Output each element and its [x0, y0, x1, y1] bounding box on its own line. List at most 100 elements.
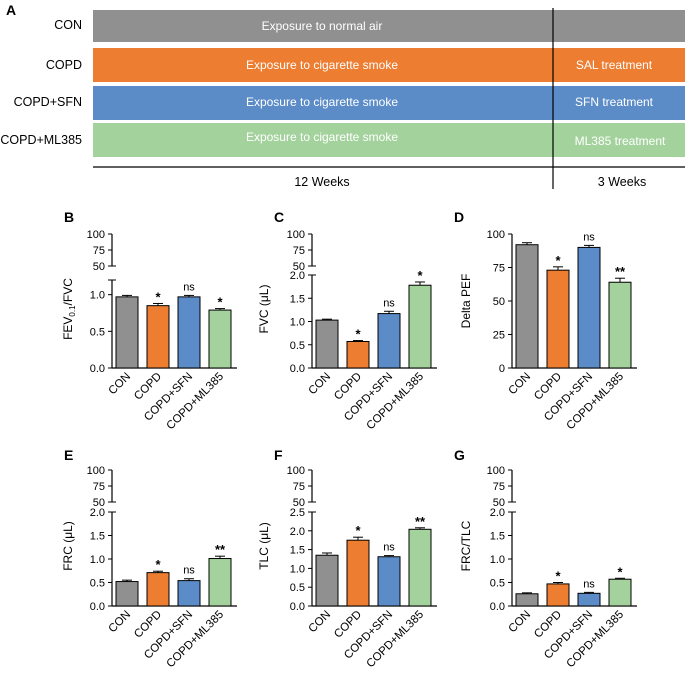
significance-b-1: *: [155, 289, 161, 304]
y-tick-label-b: 100: [87, 229, 105, 241]
y-axis-label-f: TLC (μL): [257, 522, 271, 570]
phase1-label-copd-ml385: Exposure to cigarette smoke: [246, 130, 398, 144]
y-tick-label-g: 100: [487, 465, 505, 477]
phase1-label-con: Exposure to normal air: [262, 19, 383, 33]
category-label-g-0: CON: [507, 609, 534, 636]
bar-e-0: [115, 581, 139, 607]
y-tick-label-b: 1.0: [90, 290, 105, 302]
significance-f-2: ns: [383, 542, 395, 554]
y-tick-label-e: 0.5: [90, 578, 105, 590]
bar-d-1: [546, 269, 570, 369]
y-tick-label-g: 2.0: [490, 507, 505, 519]
y-tick-label-c: 0.5: [290, 340, 305, 352]
y-axis-label-e: FRC (μL): [61, 521, 75, 571]
significance-e-2: ns: [183, 565, 195, 577]
significance-f-1: *: [355, 523, 361, 538]
bar-e-3: [208, 558, 232, 607]
y-tick-label-e: 2.0: [90, 507, 105, 519]
category-label-c-3: COPD+ML385: [365, 371, 427, 433]
duration-12-weeks: 12 Weeks: [294, 175, 349, 189]
chart-f: F 0.0 0.5 1.0 1.5 2.0 2.550 75 100 TLC (μL) CON * CO…: [257, 447, 437, 670]
y-tick-label-f: 2.5: [290, 507, 305, 519]
y-axis-label-b: FEV0.1/FVC: [61, 278, 77, 340]
y-tick-label-b: 75: [93, 245, 105, 257]
bar-e-2: [177, 580, 201, 607]
category-label-f-0: CON: [307, 609, 334, 636]
group-label-con: CON: [54, 18, 82, 32]
y-tick-label-d: 25: [493, 330, 505, 342]
y-tick-label-b: 0.0: [90, 363, 105, 375]
category-label-b-0: CON: [107, 371, 134, 398]
y-tick-label-g: 1.0: [490, 554, 505, 566]
y-tick-label-e: 1.5: [90, 531, 105, 543]
significance-b-2: ns: [183, 281, 195, 293]
y-tick-label-c: 50: [293, 261, 305, 273]
category-label-c-0: CON: [307, 371, 334, 398]
significance-g-3: *: [617, 564, 623, 579]
timeline-row-copd-sfn: COPD+SFN Exposure to cigarette smoke SFN…: [14, 86, 685, 120]
category-label-d-3: COPD+ML385: [565, 371, 627, 433]
bar-f-0: [315, 554, 339, 607]
phase1-label-copd: Exposure to cigarette smoke: [246, 58, 398, 72]
y-tick-label-e: 0.0: [90, 601, 105, 613]
y-tick-label-e: 75: [93, 481, 105, 493]
category-label-g-3: COPD+ML385: [565, 609, 627, 671]
y-axis-label-d: Delta PEF: [459, 274, 473, 329]
y-tick-label-c: 1.5: [290, 293, 305, 305]
bar-e-1: [146, 572, 170, 607]
panel-c-label: C: [274, 209, 284, 225]
bar-f-2: [377, 556, 401, 607]
y-tick-label-c: 0.0: [290, 363, 305, 375]
y-tick-label-d: 100: [487, 229, 505, 241]
significance-c-1: *: [355, 327, 361, 342]
y-tick-label-d: 50: [493, 296, 505, 308]
bar-b-3: [208, 309, 232, 369]
bar-g-2: [577, 592, 601, 607]
phase2-label-copd-ml385: ML385 treatment: [575, 134, 666, 148]
bar-f-1: [346, 539, 370, 607]
bar-g-3: [608, 578, 632, 607]
bar-charts: B0.00.51.05075100FEV0.1/FVCCON*COPDnsCOP…: [61, 209, 637, 670]
y-tick-label-b: 0.5: [90, 326, 105, 338]
y-tick-label-e: 50: [93, 497, 105, 509]
y-tick-label-f: 50: [293, 497, 305, 509]
significance-d-1: *: [555, 253, 561, 268]
duration-3-weeks: 3 Weeks: [598, 175, 646, 189]
group-label-copd: COPD: [46, 58, 82, 72]
timeline-row-con: CON Exposure to normal air: [54, 10, 685, 42]
significance-c-2: ns: [383, 297, 395, 309]
bar-d-3: [608, 281, 632, 369]
y-axis-label-c: FVC (μL): [257, 285, 271, 334]
y-tick-label-g: 50: [493, 497, 505, 509]
y-tick-label-d: 75: [493, 263, 505, 275]
y-axis-label-g: FRC/TLC: [459, 520, 473, 571]
significance-b-3: *: [217, 295, 223, 310]
y-tick-label-f: 1.0: [290, 563, 305, 575]
y-tick-label-f: 1.5: [290, 545, 305, 557]
y-tick-label-f: 0.5: [290, 582, 305, 594]
timeline-row-copd: COPD Exposure to cigarette smoke SAL tre…: [46, 48, 685, 82]
significance-e-1: *: [155, 557, 161, 572]
bar-c-0: [315, 319, 339, 369]
bar-b-0: [115, 296, 139, 369]
significance-f-3: **: [415, 514, 426, 529]
bar-b-1: [146, 305, 170, 369]
group-label-copd-ml385: COPD+ML385: [0, 133, 82, 147]
phase2-label-copd: SAL treatment: [576, 58, 653, 72]
bar-d-0: [515, 244, 539, 369]
y-tick-label-e: 100: [87, 465, 105, 477]
significance-d-2: ns: [583, 231, 595, 243]
bar-g-0: [515, 593, 539, 607]
bar-c-3: [408, 284, 432, 369]
category-label-e-3: COPD+ML385: [165, 609, 227, 671]
panel-a-label: A: [6, 2, 16, 18]
y-tick-label-d: 0: [499, 363, 505, 375]
timeline-bar-copd: [93, 48, 685, 82]
panel-f-label: F: [274, 447, 283, 463]
category-label-d-0: CON: [507, 371, 534, 398]
y-tick-label-g: 75: [493, 481, 505, 493]
timeline-row-copd-ml385: COPD+ML385 Exposure to cigarette smoke M…: [0, 123, 685, 157]
